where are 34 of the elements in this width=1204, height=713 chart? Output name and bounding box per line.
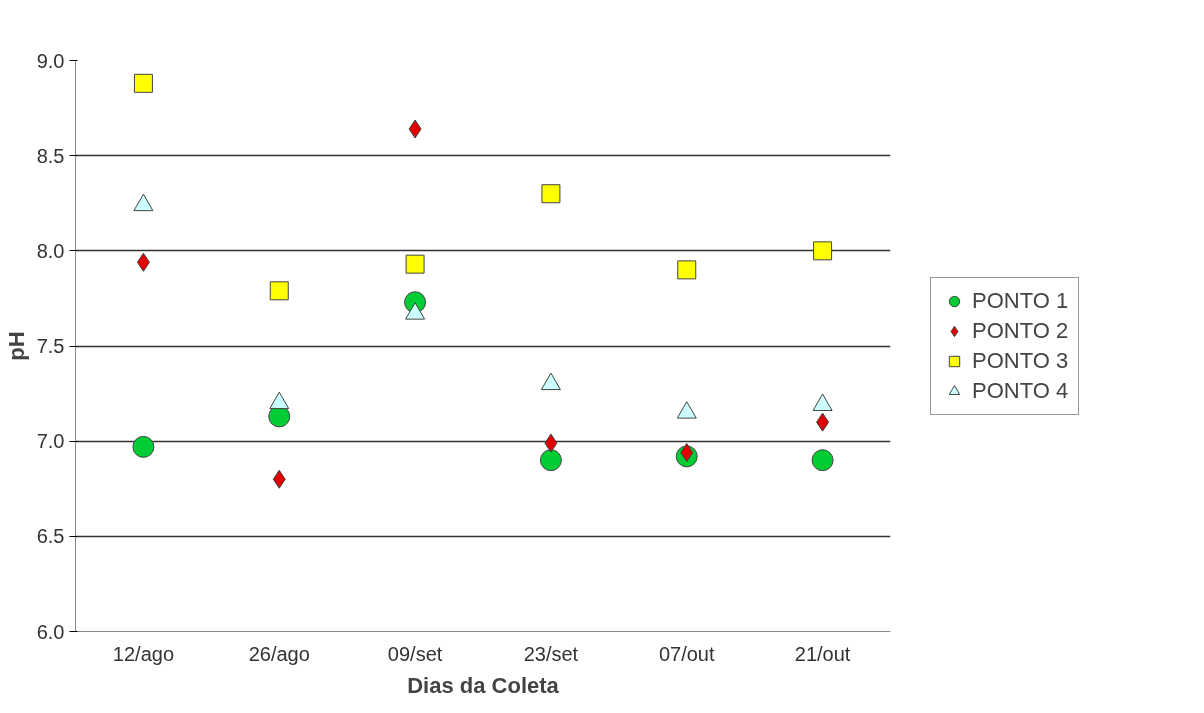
point xyxy=(813,241,833,261)
y-tick-label: 6.0 xyxy=(36,620,65,643)
y-tick-label: 8.0 xyxy=(36,239,65,262)
x-tick-label: 21/out xyxy=(794,642,851,665)
x-tick-label: 12/ago xyxy=(112,642,174,665)
x-axis-title: Dias da Coleta xyxy=(407,672,560,698)
point xyxy=(132,435,155,458)
point xyxy=(541,184,561,204)
point xyxy=(272,469,286,489)
point xyxy=(136,252,150,272)
y-tick-label: 8.5 xyxy=(36,144,65,167)
x-tick-label: 07/out xyxy=(658,642,715,665)
point xyxy=(408,119,422,139)
point xyxy=(811,449,834,472)
point xyxy=(539,449,562,472)
y-tick-label: 6.5 xyxy=(36,525,65,548)
point xyxy=(680,443,694,463)
x-tick-label: 09/set xyxy=(387,642,443,665)
point xyxy=(816,412,830,432)
y-axis-title: pH xyxy=(3,331,29,361)
x-tick-label: 23/set xyxy=(523,642,579,665)
legend-label: PONTO 1 xyxy=(972,287,1069,314)
y-tick-label: 7.5 xyxy=(36,335,65,357)
point xyxy=(677,260,697,280)
point xyxy=(133,73,153,93)
x-tick-label: 26/ago xyxy=(248,642,310,665)
legend-label: PONTO 3 xyxy=(972,347,1069,374)
legend-label: PONTO 2 xyxy=(972,317,1069,344)
y-tick-label: 7.0 xyxy=(36,430,65,453)
legend-label: PONTO 4 xyxy=(972,377,1069,404)
point xyxy=(544,433,558,453)
point xyxy=(269,281,289,301)
y-tick-label: 9.0 xyxy=(36,49,65,72)
point xyxy=(405,254,425,274)
